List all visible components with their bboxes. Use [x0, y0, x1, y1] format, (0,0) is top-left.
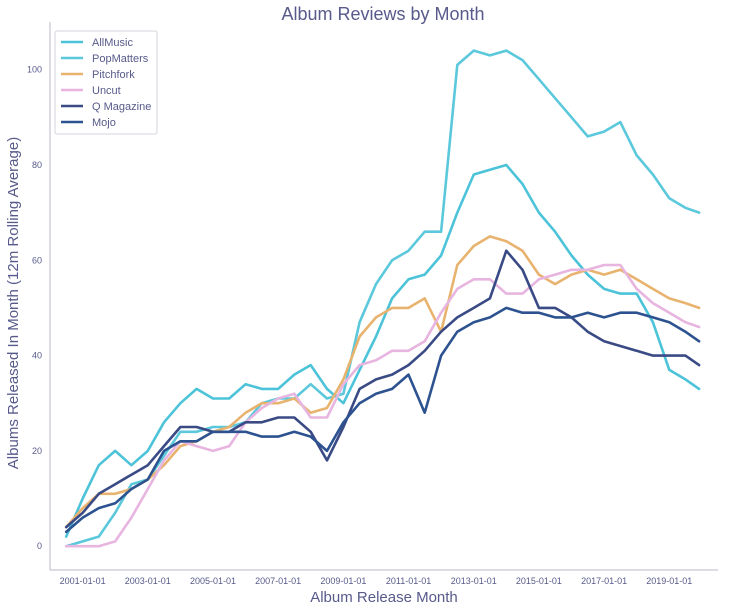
legend-label: Uncut — [92, 85, 121, 97]
legend: AllMusic PopMatters Pitchfork Uncut Q Magazi… — [54, 30, 158, 135]
legend-label: PopMatters — [92, 53, 149, 65]
x-tick-label: 2017-01-01 — [581, 576, 627, 586]
y-tick-label: 20 — [32, 446, 42, 456]
legend-label: AllMusic — [92, 37, 133, 49]
legend-label: Mojo — [92, 117, 116, 129]
series-line-allmusic — [64, 163, 701, 538]
y-tick-label: 80 — [32, 160, 42, 170]
series-line-popmatters — [64, 49, 701, 548]
series-line-q-magazine — [64, 249, 701, 529]
x-tick-label: 2015-01-01 — [516, 576, 562, 586]
series-lines — [64, 49, 701, 548]
legend-label: Pitchfork — [92, 69, 135, 81]
x-tick-label: 2001-01-01 — [60, 576, 106, 586]
y-tick-label: 0 — [37, 541, 42, 551]
x-axis-ticks: 2001-01-01 2003-01-01 2005-01-01 2007-01-01… — [60, 576, 693, 586]
x-tick-label: 2007-01-01 — [255, 576, 301, 586]
y-axis-ticks: 0 20 40 60 80 100 — [27, 65, 42, 552]
y-tick-label: 40 — [32, 351, 42, 361]
series-line-uncut — [64, 263, 701, 548]
y-tick-label: 60 — [32, 255, 42, 265]
x-tick-label: 2005-01-01 — [190, 576, 236, 586]
y-tick-label: 100 — [27, 65, 42, 75]
y-axis-label: Albums Released In Month (12m Rolling Av… — [5, 137, 22, 469]
series-line-mojo — [64, 306, 701, 534]
x-tick-label: 2011-01-01 — [386, 576, 431, 586]
x-tick-label: 2019-01-01 — [646, 576, 692, 586]
legend-label: Q Magazine — [92, 101, 151, 113]
x-axis-label: Album Release Month — [310, 589, 458, 606]
chart-title: Album Reviews by Month — [281, 4, 484, 24]
series-line-pitchfork — [64, 235, 701, 529]
x-tick-label: 2009-01-01 — [320, 576, 366, 586]
x-tick-label: 2013-01-01 — [451, 576, 497, 586]
x-tick-label: 2003-01-01 — [125, 576, 171, 586]
